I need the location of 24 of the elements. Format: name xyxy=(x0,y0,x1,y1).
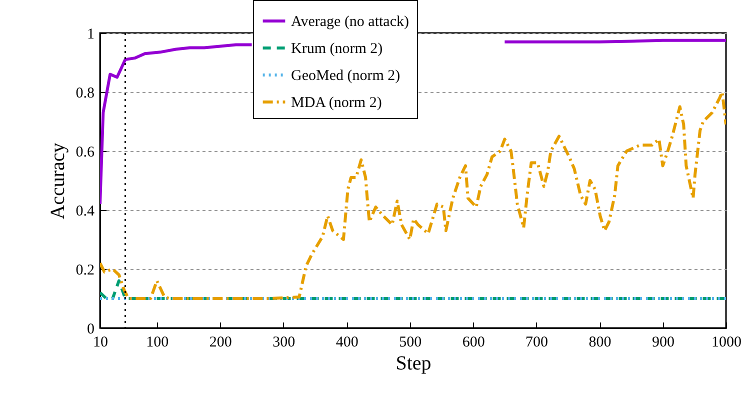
y-tick-label: 0 xyxy=(87,322,94,338)
x-tick-label: 100 xyxy=(146,334,169,350)
x-tick-label: 900 xyxy=(652,334,675,350)
legend-label: Average (no attack) xyxy=(291,14,409,30)
line-series xyxy=(100,90,726,300)
x-tick-label: 200 xyxy=(209,334,232,350)
y-tick-label: 0.4 xyxy=(76,204,95,220)
x-tick-label: 10 xyxy=(93,334,108,350)
x-tick-label: 500 xyxy=(399,334,422,350)
y-tick-label: 0.2 xyxy=(76,262,94,278)
x-tick-label: 300 xyxy=(272,334,296,350)
y-tick-label: 0.8 xyxy=(76,86,94,102)
x-tick-label: 400 xyxy=(336,334,358,350)
x-tick-label: 800 xyxy=(588,334,612,350)
y-tick-label: 0.6 xyxy=(76,144,95,160)
x-tick-label: 600 xyxy=(462,334,485,350)
y-tick-label: 1 xyxy=(87,26,94,42)
legend-label: Krum (norm 2) xyxy=(291,41,383,57)
x-axis-title: Step xyxy=(396,352,432,374)
y-axis-title: Accuracy xyxy=(46,142,69,220)
x-tick-label: 1000 xyxy=(712,334,742,350)
legend-label: GeoMed (norm 2) xyxy=(291,68,400,84)
legend-label: MDA (norm 2) xyxy=(291,95,382,111)
x-tick-label: 700 xyxy=(526,334,548,350)
